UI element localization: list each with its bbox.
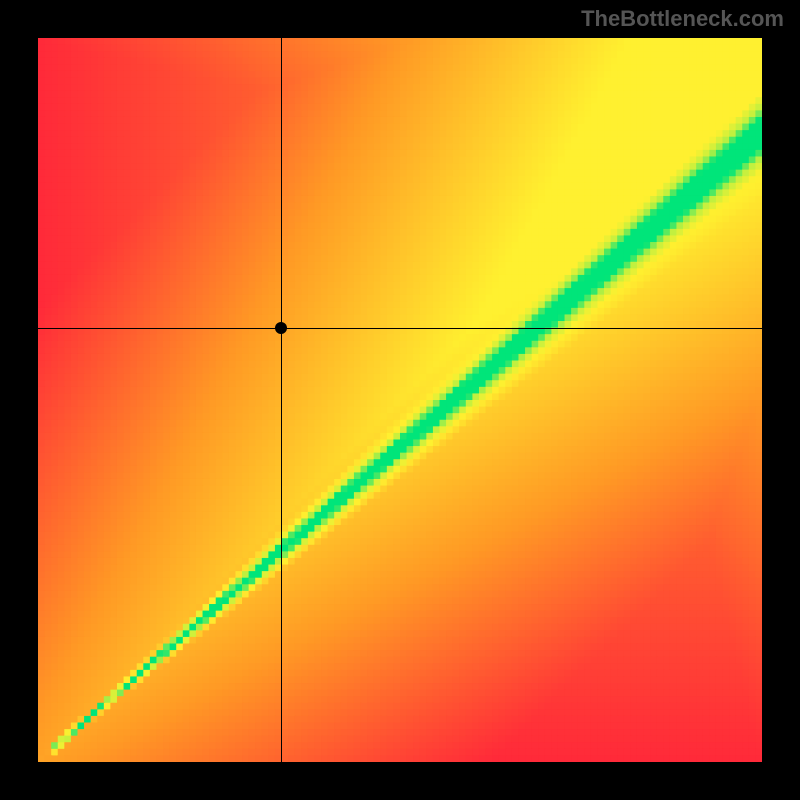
heatmap-canvas (38, 38, 762, 762)
chart-container: TheBottleneck.com (0, 0, 800, 800)
crosshair-horizontal (38, 328, 762, 329)
watermark-text: TheBottleneck.com (581, 6, 784, 32)
marker-dot (275, 322, 287, 334)
crosshair-vertical (281, 38, 282, 762)
plot-area (38, 38, 762, 762)
